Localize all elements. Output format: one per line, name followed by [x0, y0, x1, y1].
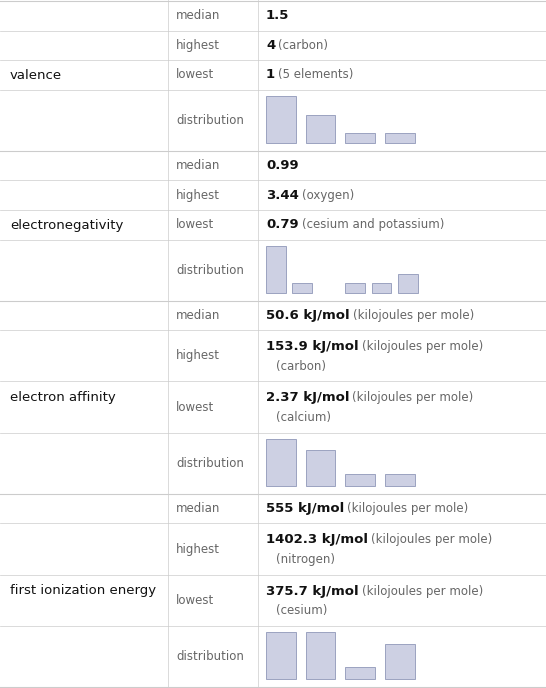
Bar [385, 133, 414, 143]
Text: lowest: lowest [176, 68, 214, 81]
Text: highest: highest [176, 543, 220, 555]
Text: 153.9 kJ/mol: 153.9 kJ/mol [266, 340, 359, 353]
Bar [306, 632, 335, 679]
Text: (oxygen): (oxygen) [302, 189, 354, 202]
Text: 0.99: 0.99 [266, 159, 299, 172]
Bar [345, 667, 375, 679]
Text: (carbon): (carbon) [276, 360, 326, 373]
Text: 0.79: 0.79 [266, 218, 299, 231]
Text: 555 kJ/mol: 555 kJ/mol [266, 502, 344, 515]
Text: (kilojoules per mole): (kilojoules per mole) [347, 502, 468, 515]
Text: highest: highest [176, 189, 220, 202]
Text: 50.6 kJ/mol: 50.6 kJ/mol [266, 309, 349, 322]
Text: distribution: distribution [176, 114, 244, 127]
Bar [385, 644, 414, 679]
Text: (cesium): (cesium) [276, 604, 328, 617]
Text: highest: highest [176, 350, 220, 363]
Bar [385, 474, 414, 486]
Text: 1.5: 1.5 [266, 9, 289, 22]
Text: (5 elements): (5 elements) [278, 68, 353, 81]
Bar [266, 632, 296, 679]
Text: valence: valence [10, 69, 62, 83]
Text: distribution: distribution [176, 457, 244, 470]
Text: (nitrogen): (nitrogen) [276, 552, 335, 566]
Text: (kilojoules per mole): (kilojoules per mole) [353, 309, 474, 322]
Text: median: median [176, 9, 221, 22]
Text: electron affinity: electron affinity [10, 391, 116, 404]
Text: lowest: lowest [176, 218, 214, 231]
Text: median: median [176, 309, 221, 322]
Text: lowest: lowest [176, 594, 214, 607]
Text: median: median [176, 159, 221, 172]
Text: 2.37 kJ/mol: 2.37 kJ/mol [266, 391, 349, 405]
Bar [306, 114, 335, 143]
Bar [345, 474, 375, 486]
Bar [306, 451, 335, 486]
Text: highest: highest [176, 39, 220, 52]
Text: (calcium): (calcium) [276, 411, 331, 424]
Bar [345, 133, 375, 143]
Text: 3.44: 3.44 [266, 189, 299, 202]
Text: 1402.3 kJ/mol: 1402.3 kJ/mol [266, 533, 368, 546]
Bar [266, 246, 286, 292]
Bar [266, 96, 296, 143]
Bar [266, 439, 296, 486]
Bar [398, 274, 418, 292]
Bar [293, 283, 312, 292]
Bar [345, 283, 365, 292]
Text: 4: 4 [266, 39, 275, 52]
Text: (carbon): (carbon) [278, 39, 328, 52]
Text: lowest: lowest [176, 400, 214, 413]
Text: 1: 1 [266, 68, 275, 81]
Bar [372, 283, 391, 292]
Text: 375.7 kJ/mol: 375.7 kJ/mol [266, 585, 359, 598]
Text: first ionization energy: first ionization energy [10, 584, 156, 597]
Text: median: median [176, 502, 221, 515]
Text: distribution: distribution [176, 264, 244, 277]
Text: (kilojoules per mole): (kilojoules per mole) [353, 391, 474, 405]
Text: electronegativity: electronegativity [10, 219, 123, 233]
Text: (kilojoules per mole): (kilojoules per mole) [371, 533, 492, 546]
Text: (kilojoules per mole): (kilojoules per mole) [361, 340, 483, 353]
Text: distribution: distribution [176, 650, 244, 663]
Text: (kilojoules per mole): (kilojoules per mole) [361, 585, 483, 598]
Text: (cesium and potassium): (cesium and potassium) [301, 218, 444, 231]
